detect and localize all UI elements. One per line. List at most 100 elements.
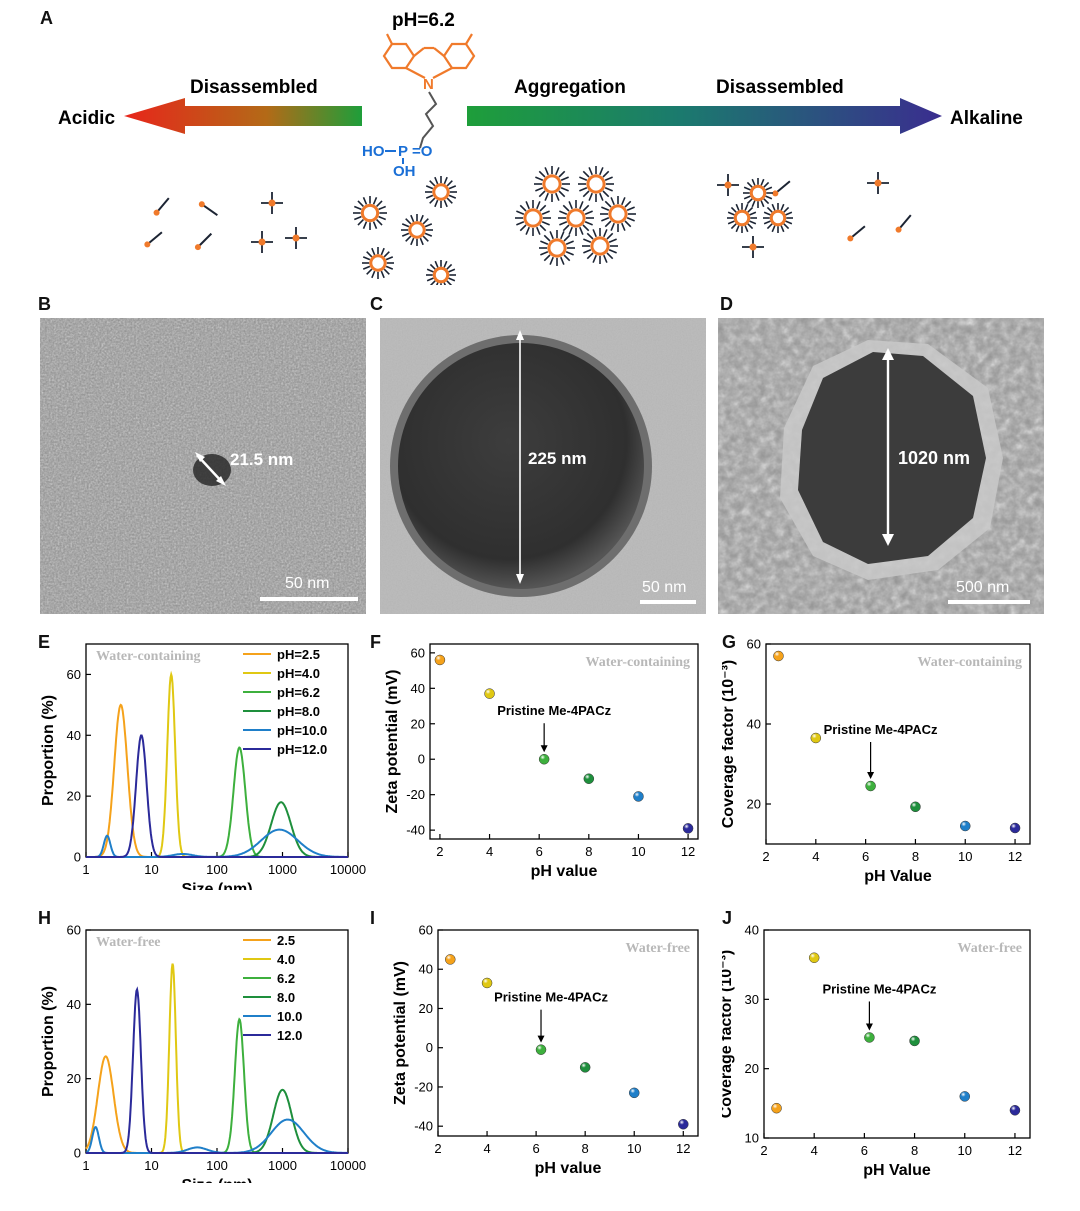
data-point	[864, 1032, 875, 1043]
panel-letter-j: J	[722, 908, 733, 928]
plot-frame	[429, 643, 699, 840]
x-axis-label: pH Value	[863, 1162, 931, 1179]
measure-label-b: 21.5 nm	[230, 450, 293, 469]
data-point	[481, 977, 493, 989]
callout-arrowhead	[537, 1035, 545, 1043]
chart-i-zeta-potential: 2 4 6 8 10 12 -40 -20 0 20 40 60 pH value Zeta potent…	[392, 923, 699, 1177]
panel-letter-d: D	[720, 294, 733, 314]
chart-e-size-distribution: 1 10 100 1000 10000 0 20 40 60 Size (nm) Proportio…	[40, 643, 366, 890]
x-tick-label: 10	[627, 1141, 641, 1156]
tem-image-c: 225 nm 50 nm	[380, 318, 706, 614]
chart-g-coverage-factor: 2 4 6 8 10 12 20 40 60 pH Value Coverage factor (1…	[722, 637, 1031, 885]
data-point	[808, 952, 820, 963]
data-point	[535, 1044, 547, 1055]
molecule-glyph	[847, 225, 866, 242]
data-point	[633, 791, 644, 802]
x-tick-label: 2	[762, 849, 769, 864]
y-tick-label: 0	[74, 850, 81, 865]
y-axis-label: Proportion (%)	[40, 986, 57, 1097]
alkaline-label: Alkaline	[950, 108, 1023, 129]
left-disassembled-label: Disassembled	[190, 77, 318, 98]
panel-letter-b: B	[38, 294, 51, 314]
legend-label: pH=10.0	[277, 723, 327, 738]
y-axis-label: Zeta potential (mV)	[392, 961, 409, 1105]
data-point	[434, 654, 446, 666]
legend-label: pH=12.0	[277, 742, 327, 757]
x-tick-label: 10	[958, 1143, 972, 1158]
x-tick-label: 1000	[268, 1158, 297, 1173]
y-tick-label: 40	[67, 728, 81, 743]
annotation-label: Water-containing	[918, 655, 1022, 670]
micelle-glyph	[515, 200, 551, 236]
x-tick-label: 8	[582, 1141, 589, 1156]
measure-label-c: 225 nm	[528, 449, 587, 468]
x-tick-label: 6	[861, 1143, 868, 1158]
data-point	[445, 954, 456, 965]
plot-frame	[437, 929, 699, 1137]
cluster-glyph	[742, 236, 764, 258]
legend-label: pH=2.5	[277, 647, 320, 662]
x-tick-label: 10000	[330, 1158, 366, 1173]
x-tick-label: 12	[676, 1141, 690, 1156]
legend-label: 12.0	[277, 1028, 302, 1043]
annotation-label: Water-containing	[586, 655, 690, 670]
x-axis-label: Size (nm)	[181, 1177, 252, 1183]
ph-label: pH=6.2	[392, 10, 455, 31]
data-point	[628, 1087, 640, 1099]
legend-label: 10.0	[277, 1009, 302, 1024]
x-tick-label: 8	[585, 844, 592, 859]
scalebar-d	[948, 600, 1030, 604]
molecule-n: N	[423, 76, 434, 93]
x-tick-label: 10000	[330, 862, 366, 877]
y-tick-label: 60	[411, 645, 425, 660]
chart-j-coverage-factor: 2 4 6 8 10 12 10 20 30 40 pH Value Coverage factor …	[722, 923, 1031, 1179]
molecule-glyph	[198, 201, 218, 216]
scalebar-label-d: 500 nm	[956, 579, 1009, 596]
micelle-glyph	[763, 203, 793, 233]
acidic-label: Acidic	[58, 108, 115, 129]
legend-label: pH=6.2	[277, 685, 320, 700]
molecule-ho: HO	[362, 143, 385, 160]
micelle-glyph	[401, 214, 433, 246]
x-tick-label: 8	[912, 849, 919, 864]
molecule-glyph	[144, 231, 163, 248]
micelle-glyph	[425, 176, 457, 208]
x-tick-label: 1	[82, 1158, 89, 1173]
plot-frame	[85, 929, 349, 1154]
panel-a-schematic: Acidic Alkaline Disassembled Aggregation…	[58, 10, 1023, 285]
callout-label: Pristine Me-4PACz	[822, 981, 936, 996]
data-point	[682, 823, 694, 834]
plot-frame	[763, 929, 1031, 1139]
data-point	[959, 820, 971, 832]
x-axis-label: pH Value	[864, 868, 932, 885]
tem-image-d: 1020 nm 500 nm	[718, 318, 1044, 614]
callout-label: Pristine Me-4PACz	[494, 990, 608, 1005]
aggregation-label: Aggregation	[514, 77, 626, 98]
x-tick-label: 12	[681, 844, 695, 859]
y-axis-label: Coverage factor (10⁻³)	[722, 660, 737, 829]
aggregate-d	[798, 352, 986, 564]
x-axis-label: pH value	[531, 863, 598, 880]
callout-arrowhead	[865, 1023, 873, 1031]
scalebar-b	[260, 597, 358, 601]
data-point	[909, 1035, 920, 1047]
data-point	[810, 732, 822, 744]
scalebar-label-b: 50 nm	[285, 575, 329, 592]
annotation-label: Water-containing	[96, 649, 200, 664]
series-line	[86, 670, 348, 858]
y-tick-label: 40	[419, 962, 433, 977]
x-tick-label: 12	[1008, 1143, 1022, 1158]
cluster-glyph	[867, 172, 889, 194]
molecule-glyph	[153, 197, 170, 216]
measure-label-d: 1020 nm	[898, 448, 970, 468]
x-tick-label: 2	[434, 1141, 441, 1156]
x-tick-label: 1	[82, 862, 89, 877]
y-tick-label: 0	[74, 1146, 81, 1161]
sphere-c	[398, 343, 644, 589]
x-tick-label: 6	[532, 1141, 539, 1156]
chart-h-size-distribution: 1 10 100 1000 10000 0 20 40 60 Size (nm) Proportio…	[40, 923, 366, 1184]
molecule-glyph	[895, 214, 912, 233]
molecule-glyph	[772, 180, 791, 197]
cluster-glyph	[261, 192, 283, 214]
data-point	[1009, 822, 1021, 834]
